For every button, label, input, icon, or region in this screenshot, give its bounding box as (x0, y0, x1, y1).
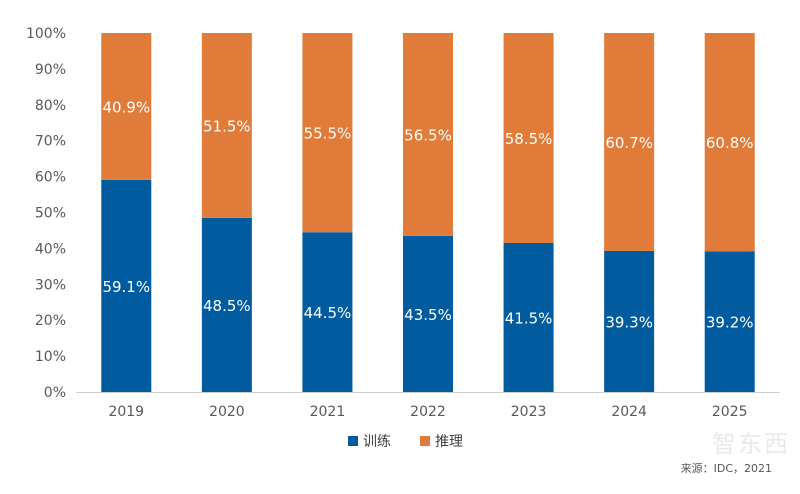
y-tick-label: 40% (35, 241, 66, 257)
bar-segment (302, 33, 353, 233)
data-label: 58.5% (505, 130, 553, 148)
source-note: 来源：IDC，2021 (680, 462, 772, 475)
bar-segment (503, 243, 554, 392)
bar-segment (403, 235, 453, 392)
legend-label: 推理 (435, 434, 463, 450)
bar-segment (101, 33, 152, 180)
y-tick-label: 50% (35, 206, 66, 222)
x-tick-label: 2025 (712, 404, 748, 420)
data-label: 59.1% (102, 278, 150, 296)
y-tick-label: 80% (35, 98, 66, 114)
bar-segment (503, 33, 554, 244)
bar-segment (201, 217, 252, 392)
data-label: 43.5% (404, 306, 452, 324)
data-label: 40.9% (102, 98, 150, 116)
y-tick-label: 0% (44, 385, 66, 401)
bar-segment (101, 179, 152, 392)
data-label: 56.5% (404, 126, 452, 144)
bar-segment (604, 250, 655, 392)
bar-segment (604, 33, 655, 251)
x-tick-label: 2024 (611, 404, 647, 420)
data-label: 41.5% (505, 310, 553, 328)
y-tick-label: 60% (35, 170, 66, 186)
y-tick-label: 90% (35, 62, 66, 78)
bar-segment (704, 251, 755, 392)
watermark-logo: 智东西 (712, 430, 790, 458)
data-label: 39.2% (706, 314, 754, 332)
y-tick-label: 100% (26, 26, 66, 42)
legend-swatch (348, 436, 358, 446)
legend-label: 训练 (363, 434, 391, 450)
data-label: 51.5% (203, 117, 251, 135)
legend-swatch (420, 436, 430, 446)
data-label: 60.7% (605, 134, 653, 152)
data-label: 44.5% (304, 304, 352, 322)
y-tick-label: 20% (35, 313, 66, 329)
y-tick-label: 70% (35, 134, 66, 150)
data-label: 55.5% (304, 125, 352, 143)
x-tick-label: 2020 (209, 404, 245, 420)
data-label: 39.3% (605, 313, 653, 331)
x-tick-label: 2021 (310, 404, 346, 420)
bar-segment (704, 33, 755, 252)
data-label: 48.5% (203, 297, 251, 315)
x-tick-label: 2022 (410, 404, 446, 420)
y-tick-label: 30% (35, 277, 66, 293)
bar-segment (302, 232, 353, 392)
x-tick-label: 2023 (511, 404, 547, 420)
bar-segment (403, 33, 453, 236)
x-tick-label: 2019 (108, 404, 144, 420)
data-label: 60.8% (706, 134, 754, 152)
bar-segment (201, 33, 252, 218)
y-tick-label: 10% (35, 349, 66, 365)
